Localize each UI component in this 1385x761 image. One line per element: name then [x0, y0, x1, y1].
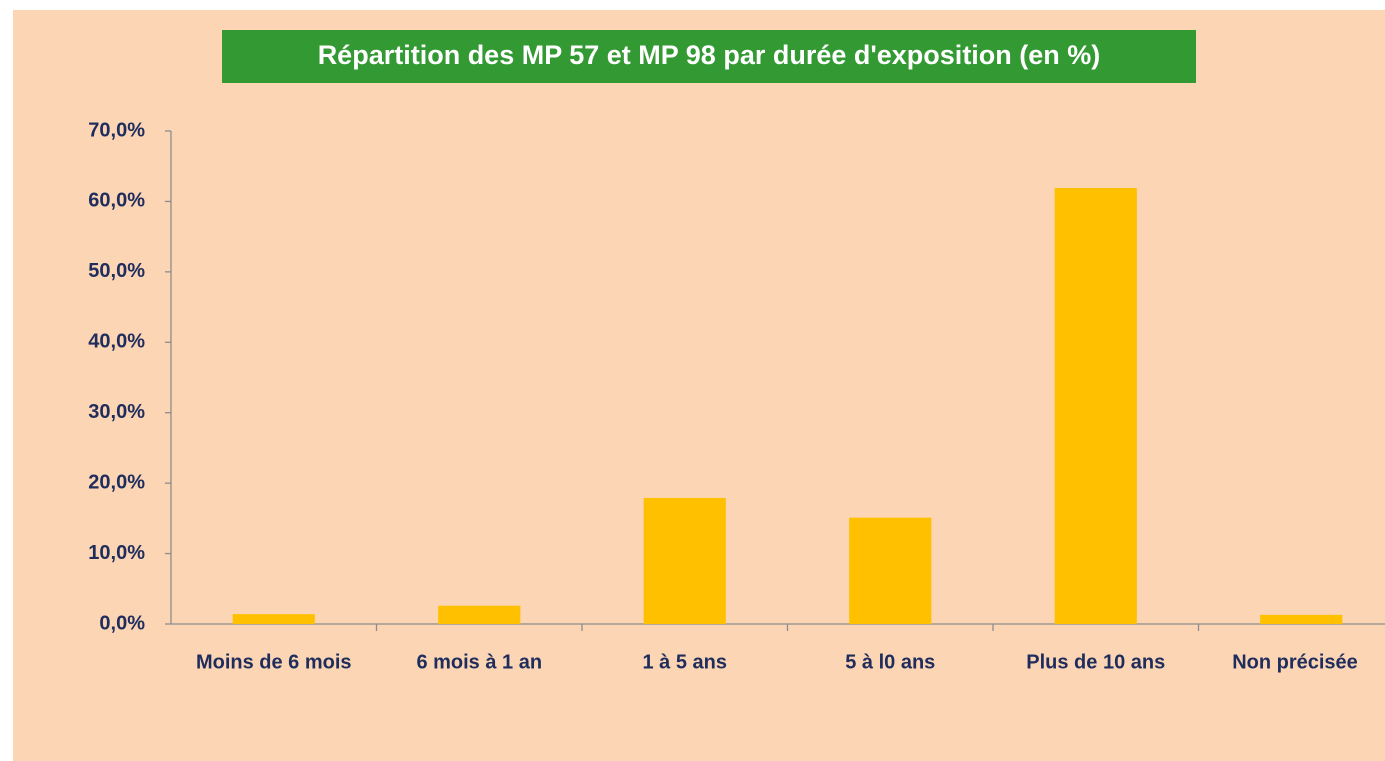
- bar: [438, 605, 521, 624]
- x-tick-label: Moins de 6 mois: [196, 651, 352, 673]
- x-tick-label: 6 mois à 1 an: [416, 651, 542, 673]
- title-box: [222, 30, 1196, 83]
- x-tick-label: Non précisée: [1232, 651, 1358, 673]
- y-tick-label: 70,0%: [88, 119, 145, 141]
- bar: [643, 497, 726, 624]
- x-tick-label: 5 à l0 ans: [845, 651, 935, 673]
- bar: [849, 517, 932, 624]
- chart-background: [13, 10, 1385, 761]
- y-tick-label: 50,0%: [88, 260, 145, 282]
- y-tick-label: 60,0%: [88, 190, 145, 212]
- y-tick-label: 20,0%: [88, 471, 145, 493]
- y-tick-label: 40,0%: [88, 331, 145, 353]
- x-tick-label: 1 à 5 ans: [642, 651, 727, 673]
- bar: [1260, 614, 1343, 624]
- y-tick-label: 10,0%: [88, 542, 145, 564]
- y-tick-label: 0,0%: [99, 612, 145, 634]
- bar: [1054, 188, 1137, 624]
- y-tick-label: 30,0%: [88, 401, 145, 423]
- bar: [232, 614, 315, 624]
- chart-title: Répartition des MP 57 et MP 98 par durée…: [318, 40, 1101, 70]
- x-tick-label: Plus de 10 ans: [1026, 651, 1165, 673]
